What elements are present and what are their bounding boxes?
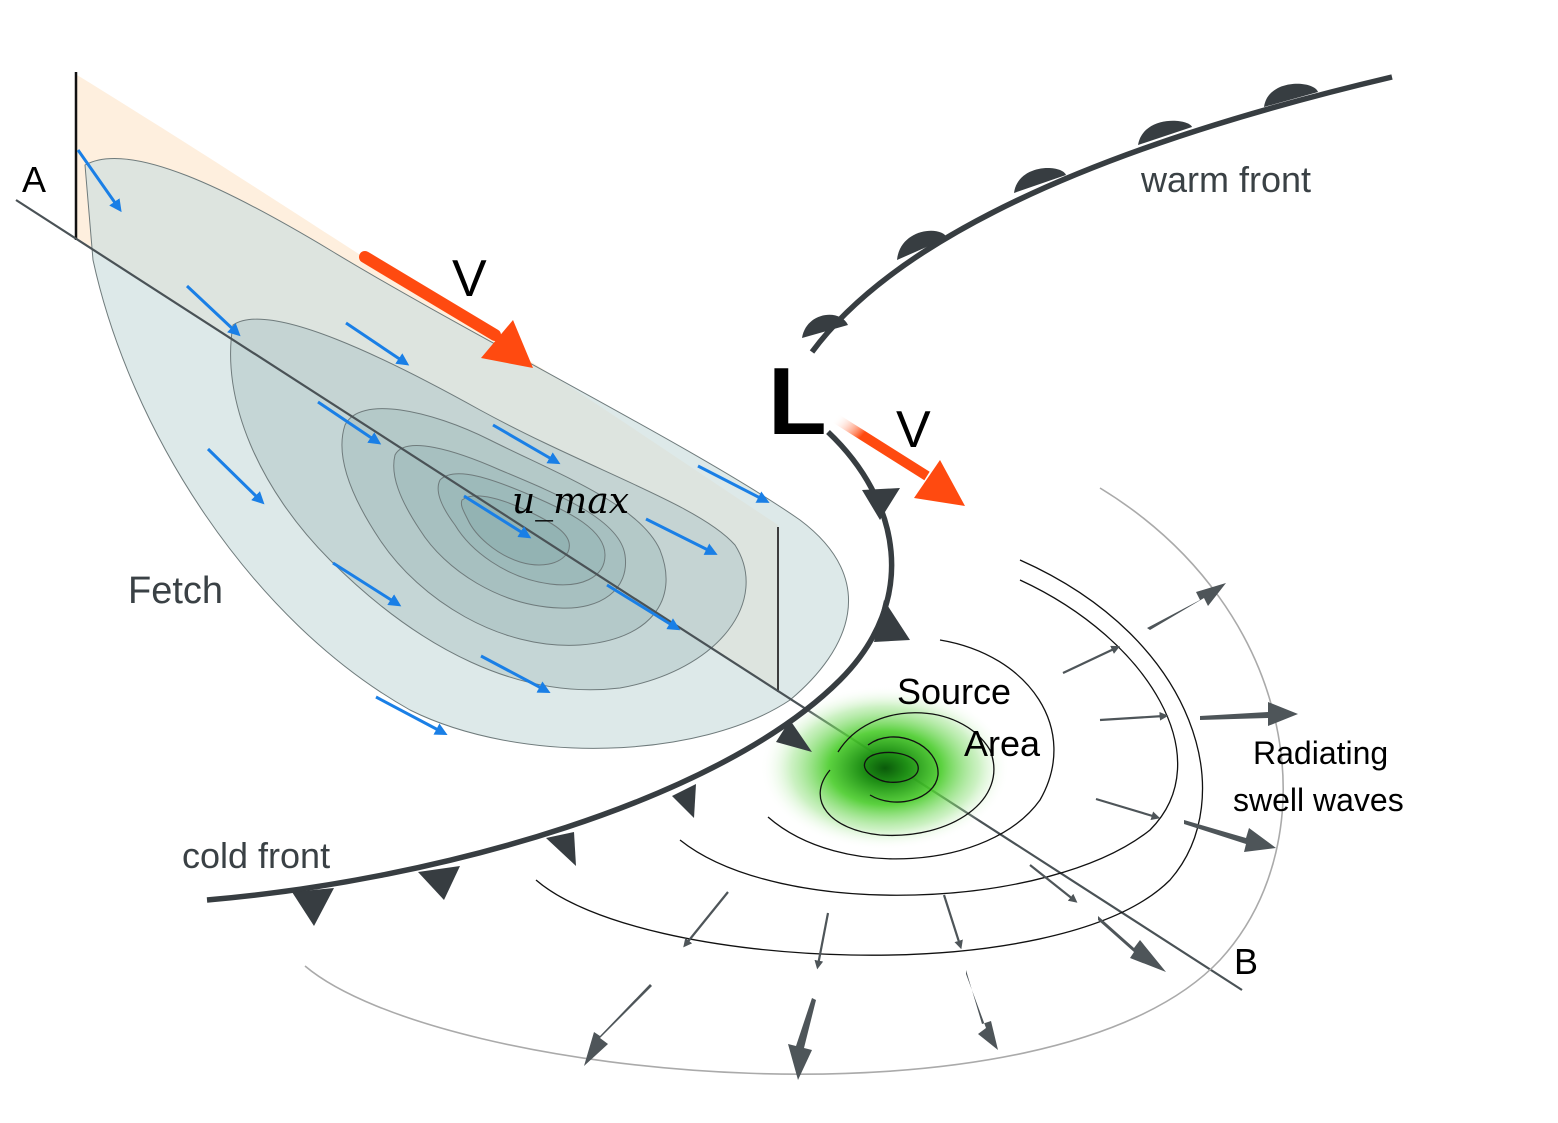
radiating-swell-label-line1: Radiating: [1253, 735, 1389, 771]
arrow-outward-icon: [1200, 702, 1298, 726]
arrow-outward-icon: [1062, 645, 1120, 674]
semicircle-icon: [802, 314, 848, 338]
arrow-outward-icon: [1098, 916, 1166, 972]
wind-v-main-label: V: [452, 250, 487, 308]
arrow-outward-icon: [1095, 797, 1161, 820]
triangle-icon: [292, 888, 334, 926]
arrow-outward-icon: [1029, 864, 1078, 903]
swell-arrows-inner: [683, 645, 1169, 970]
triangle-icon: [546, 832, 576, 866]
arrow-head-icon: [481, 320, 533, 368]
source-area-glow: [760, 686, 1010, 850]
warm-front-label: warm front: [1141, 159, 1312, 200]
section-line-a-b: [15, 199, 1243, 991]
cold-front-symbols: [292, 488, 910, 926]
triangle-icon: [672, 784, 696, 818]
arrow-head-icon: [914, 460, 965, 506]
arrow-outward-icon: [942, 894, 963, 950]
cold-front-label: cold front: [182, 835, 331, 876]
arrow-right-down-icon: [463, 494, 532, 539]
arrow-right-down-icon: [375, 695, 448, 735]
arrow-right-down-icon: [606, 583, 681, 631]
warm-front-symbols: [802, 83, 1318, 338]
triangle-icon: [862, 488, 900, 520]
fetch-label: Fetch: [128, 570, 224, 612]
arrow-right-down-icon: [492, 423, 561, 465]
u-max-label: u_max: [512, 481, 630, 522]
arrow-outward-icon: [966, 970, 998, 1050]
semicircle-icon: [897, 230, 947, 260]
arrow-outward-icon: [683, 891, 729, 948]
arrow-outward-icon: [1099, 711, 1169, 722]
triangle-icon: [418, 866, 460, 900]
storm-motion-main-arrow: [359, 251, 533, 368]
arrow-right-down-icon: [76, 149, 122, 213]
arrow-right-down-icon: [317, 400, 382, 445]
warm-front-line: [809, 74, 1393, 354]
fetch-contours: [84, 157, 850, 749]
wind-v-storm-label: V: [896, 401, 931, 459]
arrow-outward-icon: [788, 998, 816, 1080]
arrow-right-down-icon: [345, 321, 410, 366]
arrow-outward-icon: [814, 912, 830, 970]
triangle-icon: [776, 720, 812, 752]
arrow-right-down-icon: [185, 284, 241, 337]
arrow-right-down-icon: [645, 517, 718, 555]
cold-front-line: [206, 430, 895, 903]
source-area-label-line1: Source: [897, 671, 1012, 712]
storm-motion-small-arrow: [832, 413, 965, 506]
arrow-outward-icon: [584, 984, 652, 1066]
arrow-right-down-icon: [206, 447, 265, 505]
radiating-swell-label-line2: swell waves: [1233, 782, 1404, 818]
arrow-outward-icon: [1184, 820, 1276, 852]
arrow-outward-icon: [1147, 583, 1226, 630]
low-pressure-label: L: [768, 348, 827, 455]
semicircle-icon: [1138, 120, 1192, 145]
semicircle-icon: [1264, 83, 1318, 107]
triangle-icon: [874, 600, 910, 642]
point-b-label: B: [1234, 941, 1259, 982]
arrow-right-down-icon: [332, 561, 402, 607]
arrow-right-down-icon: [480, 654, 551, 693]
semicircle-icon: [1014, 167, 1066, 193]
swell-arrows-outer: [584, 583, 1298, 1080]
wind-arrows: [76, 149, 770, 735]
point-a-label: A: [22, 159, 47, 200]
source-area-label-line2: Area: [964, 723, 1041, 764]
arrow-right-down-icon: [697, 464, 770, 503]
